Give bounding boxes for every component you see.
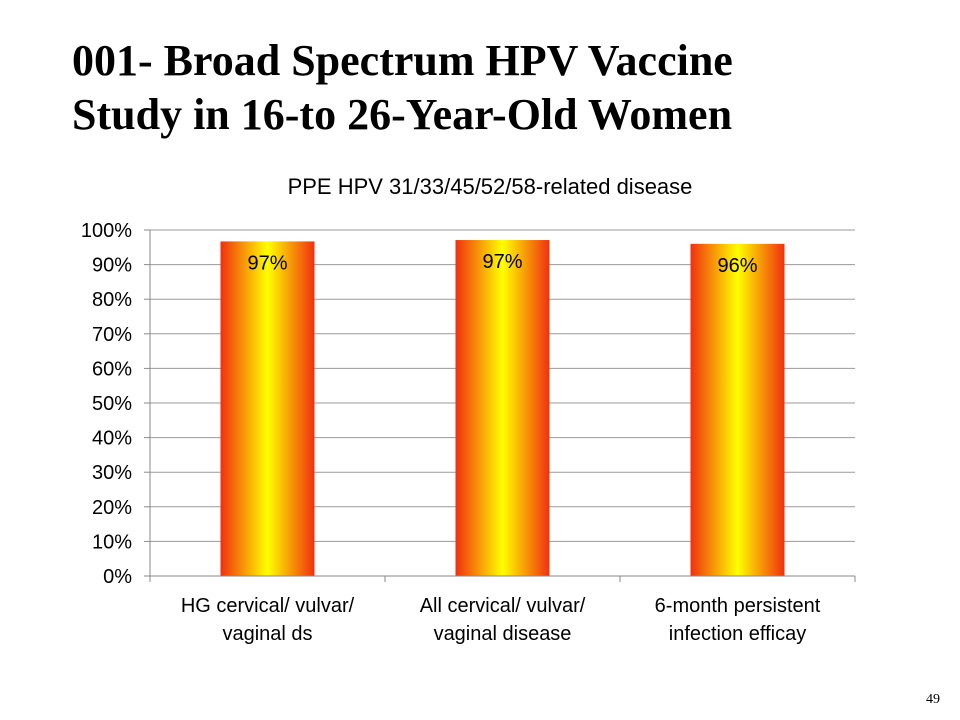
bar — [220, 241, 315, 576]
chart-title: PPE HPV 31/33/45/52/58-related disease — [288, 174, 693, 199]
y-tick-label: 50% — [92, 393, 132, 415]
bar — [455, 240, 550, 576]
data-label: 96% — [717, 255, 757, 277]
x-category-label: 6-month persistent — [655, 595, 821, 617]
x-category-label: All cervical/ vulvar/ — [420, 595, 586, 617]
x-category-label: vaginal disease — [434, 623, 572, 645]
y-axis-tick-labels: 0% 10% 20% 30% 40% 50% 60% 70% 80% 90% 100% — [81, 220, 132, 588]
x-category-label: HG cervical/ vulvar/ — [181, 595, 355, 617]
slide-title: 001- Broad Spectrum HPV Vaccine Study in… — [72, 34, 932, 142]
x-category-label: vaginal ds — [222, 623, 312, 645]
x-axis-category-labels: HG cervical/ vulvar/vaginal ds All cervic… — [181, 595, 821, 645]
y-tick-label: 70% — [92, 324, 132, 346]
y-tick-label: 100% — [81, 220, 132, 242]
bar — [690, 243, 785, 576]
y-tick-label: 90% — [92, 255, 132, 277]
y-tick-label: 80% — [92, 289, 132, 311]
bars — [220, 240, 785, 576]
y-tick-label: 20% — [92, 497, 132, 519]
data-label: 97% — [482, 251, 522, 273]
y-tick-label: 40% — [92, 428, 132, 450]
y-tick-label: 60% — [92, 358, 132, 380]
x-category-label: infection efficay — [669, 623, 807, 645]
data-labels: 97% 97% 96% — [247, 251, 757, 277]
slide-title-line-2: Study in 16-to 26-Year-Old Women — [72, 90, 733, 139]
axes — [149, 230, 856, 582]
y-tick-label: 10% — [92, 531, 132, 553]
page-number: 49 — [926, 692, 940, 707]
y-tick-label: 30% — [92, 462, 132, 484]
slide-title-line-1: 001- Broad Spectrum HPV Vaccine — [72, 36, 733, 85]
y-tick-label: 0% — [103, 566, 132, 588]
data-label: 97% — [247, 252, 287, 274]
